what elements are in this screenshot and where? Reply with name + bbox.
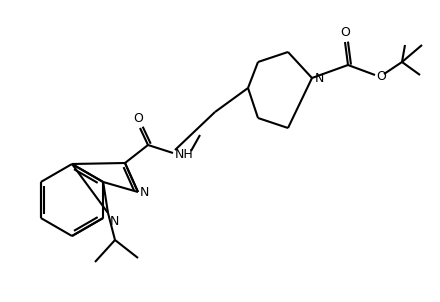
Text: NH: NH [175,147,194,160]
Text: O: O [376,69,386,82]
Text: O: O [133,112,143,125]
Text: N: N [315,72,324,85]
Text: O: O [340,26,350,39]
Text: N: N [140,185,149,198]
Text: N: N [110,215,119,228]
